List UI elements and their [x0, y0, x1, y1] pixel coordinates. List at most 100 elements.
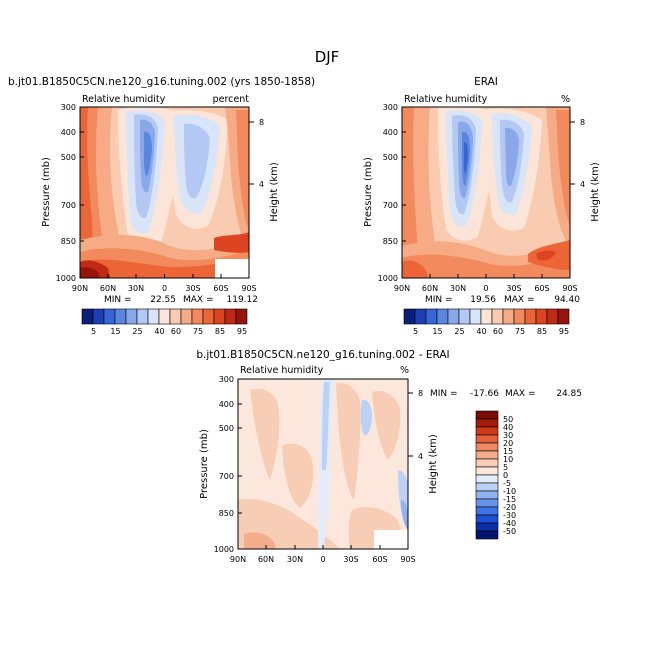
- panel-model-minmax: MIN = 22.55 MAX = 119.12: [104, 295, 258, 305]
- xtick-label: 60S: [372, 555, 387, 564]
- panel-erai-ylabel: Pressure (mb): [363, 157, 374, 227]
- colorbar-swatch: [475, 474, 499, 484]
- ytick-label: 850: [61, 237, 76, 246]
- colorbar-swatch: [81, 308, 94, 325]
- colorbar-swatch: [535, 308, 548, 325]
- ytick-label: 400: [219, 400, 234, 409]
- colorbar-label: -5: [503, 479, 511, 488]
- ytick-label: 700: [61, 201, 76, 210]
- colorbar-label: -30: [503, 511, 516, 520]
- colorbar-swatch: [158, 308, 171, 325]
- colorbar-swatch: [475, 410, 499, 420]
- panel-model-y2label: Height (km): [269, 162, 280, 222]
- colorbar-label: 40: [503, 423, 513, 432]
- xtick-label: 60N: [422, 284, 438, 293]
- colorbar-swatch: [180, 308, 193, 325]
- max-value: 24.85: [556, 389, 582, 399]
- colorbar-label: 60: [171, 327, 181, 336]
- y2tick-label: 4: [580, 180, 585, 189]
- ytick-label: 300: [61, 103, 76, 112]
- field-missing-antarctica: [374, 530, 408, 549]
- field-band-pos-4: [244, 532, 276, 549]
- xtick-label: 30S: [343, 555, 358, 564]
- colorbar-label: 15: [110, 327, 120, 336]
- panel-model: b.jt01.B1850C5CN.ne120_g16.tuning.002 (y…: [8, 76, 315, 336]
- field-band-boundary-layer-3: [80, 259, 249, 278]
- panel-diff-minmax: MIN = -17.66 MAX = 24.85: [430, 389, 582, 399]
- panel-erai-title: ERAI: [474, 76, 498, 88]
- colorbar-swatch: [469, 308, 482, 325]
- field-band-pos-5: [336, 382, 361, 500]
- colorbar-label: 0: [503, 471, 508, 480]
- ytick-label: 1000: [378, 274, 398, 283]
- colorbar-swatch: [136, 308, 149, 325]
- xtick-label: 30N: [450, 284, 466, 293]
- colorbar-swatch: [403, 308, 416, 325]
- colorbar-label: 75: [193, 327, 203, 336]
- panel-diff-xticks: 90N 60N 30N 0 30S 60S 90S: [230, 545, 416, 564]
- panel-diff-colorbar: [475, 410, 499, 540]
- colorbar-label: 30: [503, 431, 513, 440]
- min-label: MIN =: [104, 295, 132, 305]
- colorbar-label: -50: [503, 527, 516, 536]
- colorbar-swatch: [475, 418, 499, 428]
- panel-erai-left-label: Relative humidity: [404, 94, 488, 105]
- colorbar-swatch: [475, 530, 499, 540]
- panel-erai-yticks: 300 400 500 700 850 1000: [378, 103, 406, 283]
- field-band-south-low-core: [536, 250, 556, 261]
- field-band-moist-north-inner: [402, 107, 420, 278]
- colorbar-label: 60: [493, 327, 503, 336]
- max-label: MAX =: [183, 295, 214, 305]
- panel-model-colorbar: [81, 308, 248, 325]
- colorbar-swatch: [436, 308, 449, 325]
- field-band-moist-north-core: [80, 107, 94, 278]
- colorbar-label: 95: [237, 327, 247, 336]
- panel-diff: b.jt01.B1850C5CN.ne120_g16.tuning.002 - …: [196, 349, 582, 564]
- max-value: 94.40: [554, 295, 580, 305]
- panel-erai-y2ticks: 8 4: [570, 118, 585, 189]
- ytick-label: 700: [383, 201, 398, 210]
- panel-diff-left-label: Relative humidity: [240, 365, 324, 376]
- panel-model-colorbar-labels: 5 15 25 40 60 75 85 95: [91, 327, 247, 336]
- panel-erai-colorbar-labels: 5 15 25 40 60 75 85 95: [413, 327, 569, 336]
- panel-model-right-label: percent: [213, 94, 250, 105]
- colorbar-swatch: [475, 426, 499, 436]
- field-band-pos-1: [250, 388, 280, 480]
- ytick-label: 1000: [56, 274, 76, 283]
- colorbar-label: 10: [503, 455, 513, 464]
- colorbar-swatch: [491, 308, 504, 325]
- field-band-dry-south-core: [505, 127, 519, 187]
- field-band-surface-max-core: [80, 267, 100, 278]
- colorbar-swatch: [557, 308, 570, 325]
- field-band-dry-north-core: [464, 141, 468, 174]
- colorbar-swatch: [125, 308, 138, 325]
- panel-erai-right-label: %: [561, 94, 570, 105]
- y2tick-label: 4: [418, 452, 423, 461]
- field-band-neg-2: [360, 399, 372, 436]
- colorbar-swatch: [475, 514, 499, 524]
- ytick-label: 500: [219, 424, 234, 433]
- colorbar-swatch: [202, 308, 215, 325]
- colorbar-swatch: [414, 308, 427, 325]
- ytick-label: 400: [61, 128, 76, 137]
- colorbar-label: -15: [503, 495, 516, 504]
- xtick-label: 90S: [241, 284, 256, 293]
- ytick-label: 400: [383, 128, 398, 137]
- xtick-label: 90N: [72, 284, 88, 293]
- colorbar-label: 20: [503, 439, 513, 448]
- xtick-label: 90S: [562, 284, 577, 293]
- colorbar-label: 15: [503, 447, 513, 456]
- panel-diff-ylabel: Pressure (mb): [199, 429, 210, 499]
- panel-erai-colorbar: [403, 308, 570, 325]
- colorbar-label: 95: [559, 327, 569, 336]
- colorbar-swatch: [475, 482, 499, 492]
- colorbar-label: 15: [432, 327, 442, 336]
- field-band-south-low-max: [214, 232, 249, 253]
- panel-erai: ERAI Relative humidity %: [363, 76, 601, 336]
- panel-diff-title: b.jt01.B1850C5CN.ne120_g16.tuning.002 - …: [196, 349, 449, 361]
- panel-model-xticks: 90N 60N 30N 0 30S 60S 90S: [72, 274, 257, 293]
- field-band-surface-max: [402, 260, 428, 278]
- colorbar-swatch: [191, 308, 204, 325]
- min-label: MIN =: [430, 389, 458, 399]
- colorbar-swatch: [475, 434, 499, 444]
